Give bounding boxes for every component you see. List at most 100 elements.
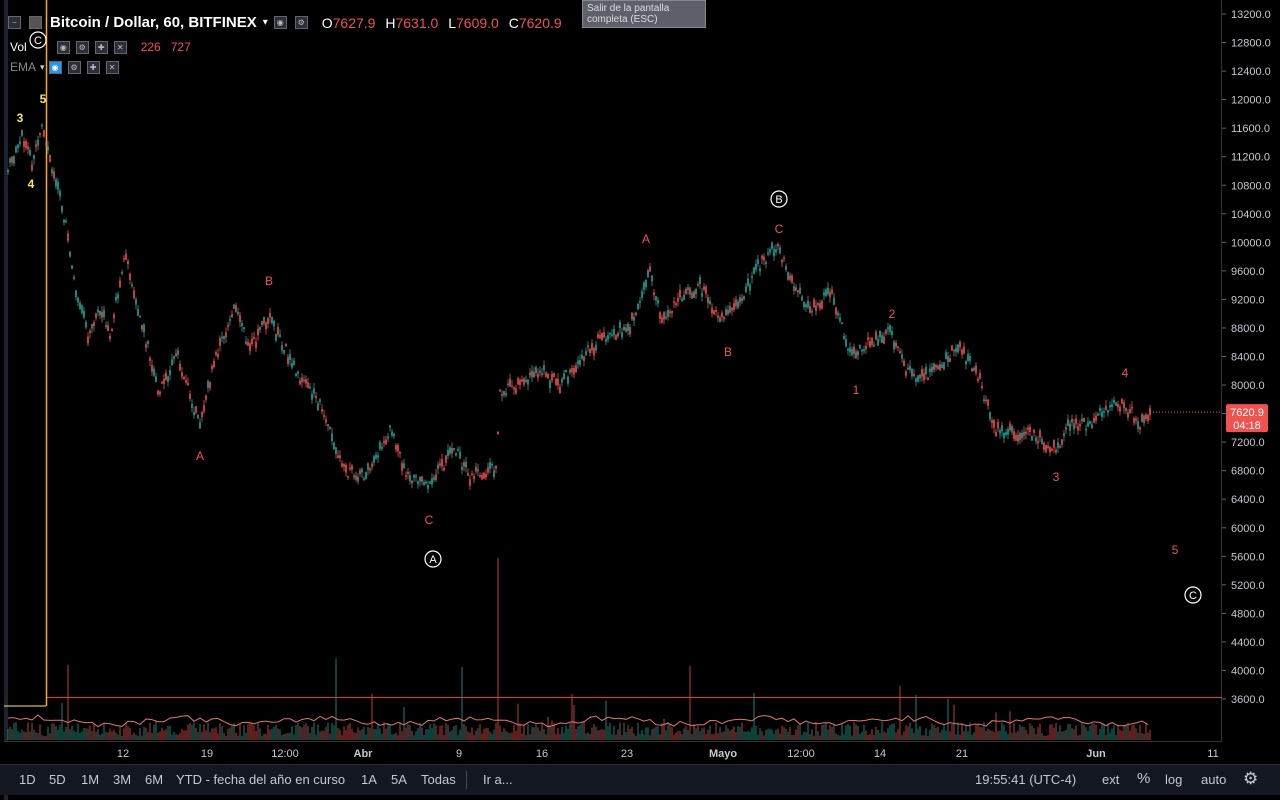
- candle-body: [265, 322, 267, 330]
- candle-body: [715, 310, 717, 312]
- candle-body: [755, 263, 757, 270]
- candle-body: [661, 317, 663, 323]
- close-icon[interactable]: ✕: [113, 40, 127, 54]
- volume-bar: [1085, 727, 1087, 740]
- candle-body: [941, 364, 943, 369]
- goto-date-button[interactable]: Ir a...: [483, 772, 513, 787]
- volume-bar: [655, 726, 657, 740]
- volume-bar: [437, 734, 439, 740]
- candle-body: [511, 385, 513, 388]
- settings-icon[interactable]: ⚙: [294, 16, 308, 29]
- candle-body: [1107, 410, 1109, 413]
- volume-bar: [613, 725, 615, 740]
- volume-bar: [939, 732, 941, 740]
- eye-icon[interactable]: ◉: [48, 60, 62, 74]
- candle-body: [1105, 405, 1107, 411]
- wave-label-circled: B: [775, 194, 782, 206]
- volume-bar: [245, 732, 247, 740]
- volume-bar: [1111, 728, 1113, 740]
- ema-label[interactable]: EMA: [10, 60, 37, 74]
- volume-bar: [417, 728, 419, 740]
- volume-bar: [511, 732, 513, 740]
- volume-bar: [971, 734, 973, 740]
- volume-bar: [497, 558, 499, 740]
- volume-bar: [153, 724, 155, 740]
- price-axis-panel: [1222, 0, 1280, 764]
- volume-bar: [277, 728, 279, 740]
- volume-label[interactable]: Vol: [10, 40, 27, 54]
- volume-bar: [763, 735, 765, 740]
- candle-body: [251, 338, 253, 344]
- ext-hours-toggle[interactable]: ext: [1102, 772, 1120, 787]
- candle-body: [825, 289, 827, 297]
- candle-body: [381, 446, 383, 449]
- volume-bar: [847, 724, 849, 740]
- volume-bar: [189, 723, 191, 740]
- candle-body: [1011, 425, 1013, 433]
- volume-bar: [585, 733, 587, 740]
- wave-label-circled: C: [1189, 590, 1197, 602]
- candle-body: [637, 303, 639, 310]
- candle-body: [499, 389, 501, 392]
- volume-bar: [737, 726, 739, 740]
- more-icon[interactable]: ✚: [86, 60, 100, 74]
- candle-body: [277, 327, 279, 335]
- clock-timezone[interactable]: 19:55:41 (UTC-4): [975, 772, 1077, 787]
- symbol-dropdown-icon[interactable]: ▾: [262, 17, 268, 28]
- volume-bar: [967, 731, 969, 740]
- timeframe-6m[interactable]: 6M: [145, 772, 164, 787]
- timeframe-5a[interactable]: 5A: [391, 772, 407, 787]
- candle-body: [611, 334, 613, 336]
- volume-bar: [149, 722, 151, 740]
- close-icon[interactable]: ✕: [105, 60, 119, 74]
- volume-bar: [67, 664, 69, 740]
- candle-body: [1111, 404, 1113, 408]
- timeframe-1d[interactable]: 1D: [19, 772, 36, 787]
- timeframe-3m[interactable]: 3M: [113, 772, 132, 787]
- volume-bar: [65, 726, 67, 740]
- volume-bar: [237, 735, 239, 740]
- more-icon[interactable]: ✚: [94, 40, 108, 54]
- volume-bar: [783, 727, 785, 740]
- settings-icon[interactable]: ⚙: [67, 60, 81, 74]
- candle-body: [553, 373, 555, 378]
- timeframe-5d[interactable]: 5D: [49, 772, 66, 787]
- candle-body: [401, 463, 403, 471]
- candle-body: [243, 327, 245, 330]
- volume-bar: [427, 729, 429, 740]
- symbol-title[interactable]: Bitcoin / Dollar, 60, BITFINEX: [50, 14, 257, 31]
- candle-body: [835, 307, 837, 315]
- timeframe-ytd[interactable]: YTD - fecha del año en curso: [176, 772, 346, 787]
- candle-body: [219, 338, 221, 346]
- gear-icon[interactable]: ⚙: [1243, 769, 1259, 788]
- volume-bar: [637, 722, 639, 740]
- settings-icon[interactable]: ⚙: [75, 40, 89, 54]
- candle-body: [397, 445, 399, 452]
- ema-dropdown-icon[interactable]: ▾: [40, 61, 45, 72]
- volume-bar: [1145, 723, 1147, 740]
- timeframe-1m[interactable]: 1M: [81, 772, 100, 787]
- wave-label-red: 3: [1053, 470, 1060, 484]
- candle-body: [875, 331, 877, 340]
- volume-bar: [367, 726, 369, 740]
- candle-body: [75, 290, 77, 298]
- candle-body: [191, 403, 193, 408]
- collapse-icon[interactable]: −: [8, 16, 21, 29]
- candle-body: [1121, 399, 1123, 404]
- candle-body: [1145, 414, 1147, 420]
- volume-bar: [169, 725, 171, 740]
- eye-icon[interactable]: ◉: [273, 16, 287, 29]
- timeframe-all[interactable]: Todas: [421, 772, 456, 787]
- candle-body: [1055, 449, 1057, 453]
- volume-bar: [43, 735, 45, 740]
- candle-body: [947, 356, 949, 363]
- percent-scale-toggle[interactable]: %: [1137, 770, 1151, 787]
- log-scale-toggle[interactable]: log: [1165, 772, 1183, 787]
- wave-circle: [770, 190, 788, 208]
- eye-icon[interactable]: ◉: [56, 40, 70, 54]
- timeframe-1a[interactable]: 1A: [361, 772, 377, 787]
- candle-body: [671, 310, 673, 314]
- auto-scale-toggle[interactable]: auto: [1201, 772, 1227, 787]
- candle-body: [909, 365, 911, 370]
